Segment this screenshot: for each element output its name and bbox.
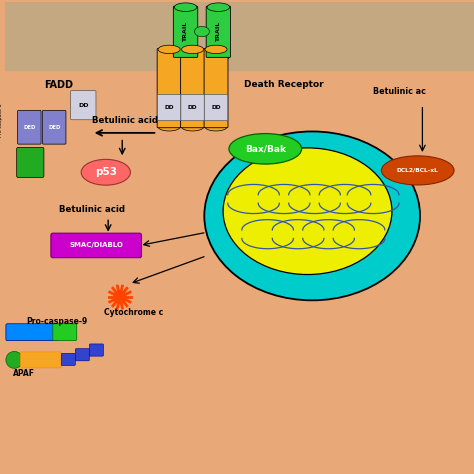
Ellipse shape xyxy=(207,3,229,11)
Text: SMAC/DIABLO: SMAC/DIABLO xyxy=(70,242,123,248)
Text: DD: DD xyxy=(78,103,89,108)
FancyBboxPatch shape xyxy=(206,6,230,57)
Ellipse shape xyxy=(81,159,130,185)
Text: DD: DD xyxy=(164,105,174,110)
FancyBboxPatch shape xyxy=(51,233,141,258)
Ellipse shape xyxy=(182,123,204,131)
Text: DD: DD xyxy=(188,105,197,110)
Ellipse shape xyxy=(382,156,454,185)
FancyBboxPatch shape xyxy=(6,324,58,341)
Ellipse shape xyxy=(229,134,301,164)
Ellipse shape xyxy=(204,131,420,301)
Text: Betulinic acid: Betulinic acid xyxy=(59,205,125,214)
FancyBboxPatch shape xyxy=(204,94,228,121)
Ellipse shape xyxy=(205,123,227,131)
Circle shape xyxy=(114,291,126,303)
FancyBboxPatch shape xyxy=(90,344,103,356)
Text: DED: DED xyxy=(23,125,36,130)
FancyBboxPatch shape xyxy=(157,94,181,121)
FancyBboxPatch shape xyxy=(75,349,90,361)
Text: FADD: FADD xyxy=(45,80,73,90)
Text: Pro-caspase-9: Pro-caspase-9 xyxy=(26,317,87,326)
FancyBboxPatch shape xyxy=(61,353,75,365)
Ellipse shape xyxy=(158,123,180,131)
FancyBboxPatch shape xyxy=(173,6,198,57)
Text: DD: DD xyxy=(211,105,221,110)
FancyBboxPatch shape xyxy=(71,91,96,120)
Text: DED: DED xyxy=(48,125,60,130)
Ellipse shape xyxy=(174,3,197,11)
FancyBboxPatch shape xyxy=(43,110,66,144)
Text: Betulinic ac: Betulinic ac xyxy=(373,87,426,96)
Ellipse shape xyxy=(174,52,197,61)
Ellipse shape xyxy=(207,52,229,61)
Ellipse shape xyxy=(205,45,227,54)
FancyBboxPatch shape xyxy=(157,48,181,128)
Text: TRAIL: TRAIL xyxy=(216,22,221,42)
Bar xyxy=(5,2,474,71)
Ellipse shape xyxy=(194,27,210,36)
Ellipse shape xyxy=(158,45,180,54)
FancyBboxPatch shape xyxy=(17,147,44,177)
FancyBboxPatch shape xyxy=(181,48,205,128)
FancyBboxPatch shape xyxy=(53,324,77,341)
Ellipse shape xyxy=(223,148,392,274)
Text: TRAIL: TRAIL xyxy=(183,22,188,42)
Text: Bax/Bak: Bax/Bak xyxy=(245,144,286,153)
Text: p53: p53 xyxy=(95,167,117,177)
Text: DCL2/BCL-xL: DCL2/BCL-xL xyxy=(397,168,438,173)
Text: Cytochrome c: Cytochrome c xyxy=(104,309,164,318)
Text: Betulinic acid: Betulinic acid xyxy=(91,116,157,125)
FancyBboxPatch shape xyxy=(20,352,62,368)
Text: Death Receptor: Death Receptor xyxy=(244,80,324,89)
FancyBboxPatch shape xyxy=(204,48,228,128)
Text: Pro caspase 8: Pro caspase 8 xyxy=(0,103,3,137)
Ellipse shape xyxy=(182,45,204,54)
FancyBboxPatch shape xyxy=(181,94,204,121)
Circle shape xyxy=(6,351,23,368)
Text: APAF: APAF xyxy=(13,368,36,377)
FancyBboxPatch shape xyxy=(18,110,41,144)
